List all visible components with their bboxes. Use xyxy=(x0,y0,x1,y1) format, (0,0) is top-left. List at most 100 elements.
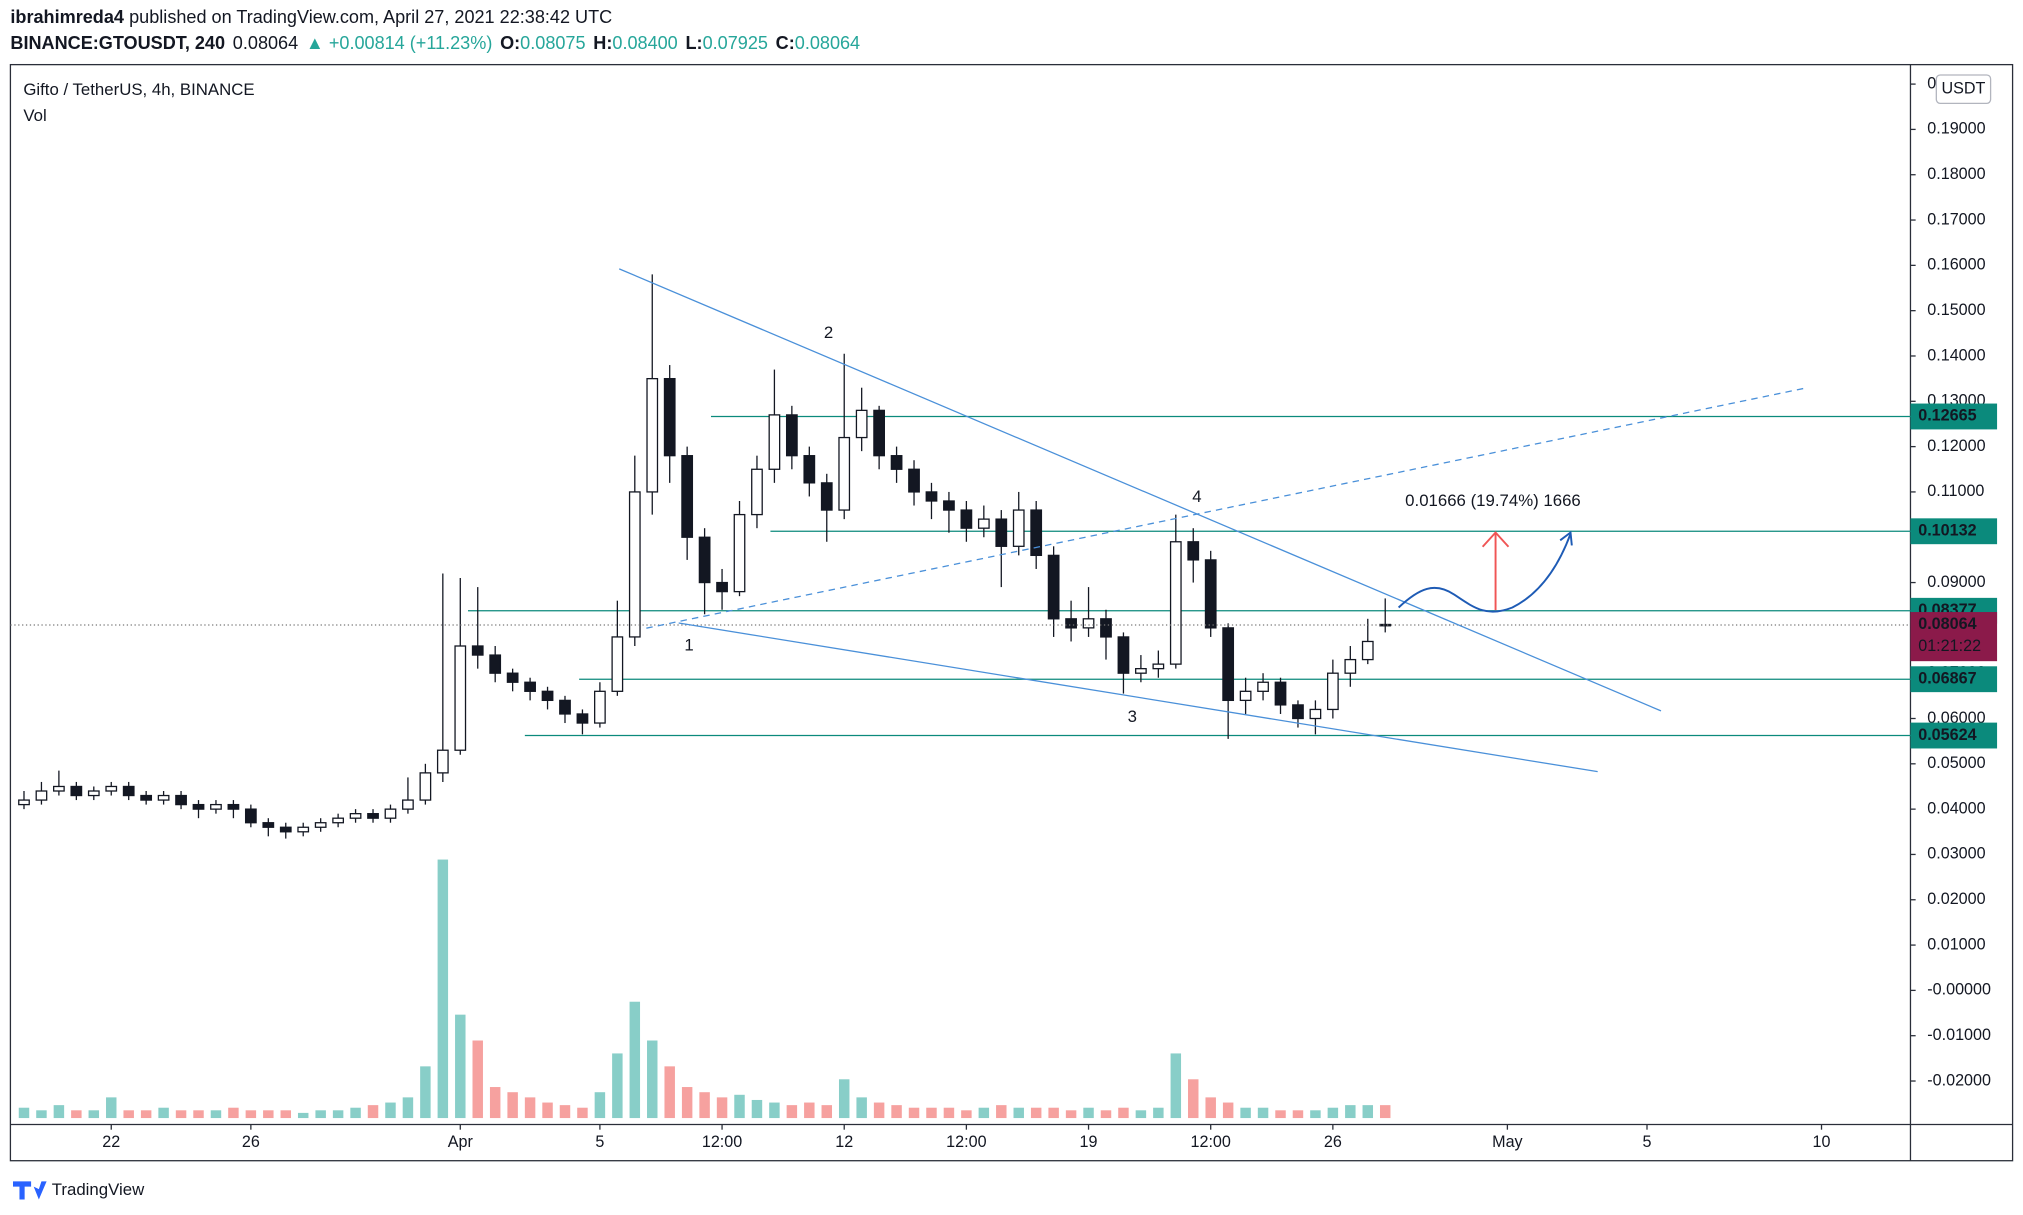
price-level-box xyxy=(1910,722,1998,749)
candle xyxy=(524,677,536,701)
y-tick-label: 0.01000 xyxy=(1927,935,1985,953)
candle xyxy=(70,781,83,801)
candle-body xyxy=(681,455,694,538)
candle xyxy=(1187,528,1200,583)
volume-bar xyxy=(1327,1107,1339,1119)
candle-body xyxy=(18,799,30,806)
volume-bar xyxy=(838,1079,850,1119)
last-price-box xyxy=(1910,612,1998,662)
candle-body xyxy=(716,581,728,593)
candle xyxy=(838,353,851,520)
candle xyxy=(262,818,275,837)
volume-bar xyxy=(1100,1110,1112,1119)
candle-body xyxy=(454,645,467,751)
c-label: C: xyxy=(776,33,795,53)
y-tick-label: 0.14000 xyxy=(1927,346,1985,364)
volume-bar xyxy=(1065,1110,1077,1119)
candle xyxy=(349,809,362,823)
candle xyxy=(140,791,153,805)
candle xyxy=(855,387,868,452)
candle-body xyxy=(1065,618,1077,629)
candle xyxy=(716,568,728,610)
dashed-trendline xyxy=(646,387,1808,629)
volume-bar xyxy=(647,1040,658,1119)
volume-bar xyxy=(1188,1079,1199,1119)
y-tick-label: 0.02000 xyxy=(1927,890,1985,908)
candle-body xyxy=(297,826,310,833)
volume-bar xyxy=(350,1107,361,1119)
candle xyxy=(768,369,781,483)
y-tick-label: 0.05000 xyxy=(1927,754,1985,772)
volume-bar xyxy=(332,1110,344,1119)
wave-label: 2 xyxy=(824,323,833,342)
x-tick-label: 12 xyxy=(835,1133,853,1151)
volume-bar xyxy=(1170,1053,1182,1119)
candle xyxy=(157,791,170,805)
candle-body xyxy=(122,785,135,797)
published: published on TradingView.com, April 27, … xyxy=(129,7,612,27)
candle-body xyxy=(803,455,816,484)
price-level-box xyxy=(1910,666,1998,693)
wave-label: 3 xyxy=(1128,707,1137,726)
y-tick-label: -0.00000 xyxy=(1927,981,1991,999)
candle xyxy=(908,460,920,506)
candle-body xyxy=(855,409,868,439)
candle-body xyxy=(663,377,676,457)
volume-bar xyxy=(18,1107,30,1119)
currency[interactable]: USDT xyxy=(1941,79,1985,97)
y-tick-label: 0.16000 xyxy=(1927,256,1985,274)
l: 0.07925 xyxy=(703,33,768,53)
volume-bar xyxy=(821,1105,833,1119)
candle-body xyxy=(751,468,763,516)
candle xyxy=(1204,550,1217,637)
candle xyxy=(1047,546,1060,637)
y-tick-label: 0.18000 xyxy=(1927,165,1985,183)
candle-body xyxy=(262,822,275,828)
volume-label: Vol xyxy=(23,106,46,125)
candle-body xyxy=(960,509,973,529)
o: 0.08075 xyxy=(520,33,585,53)
candle-body xyxy=(1030,509,1043,557)
candle-body xyxy=(524,681,536,692)
candle-body xyxy=(646,377,659,493)
candle xyxy=(681,446,694,560)
volume-bar xyxy=(315,1110,326,1119)
candle xyxy=(1065,600,1077,642)
candle-body xyxy=(471,645,484,656)
wave-label: 1 xyxy=(684,636,693,655)
candle xyxy=(35,781,48,805)
candle xyxy=(541,686,554,710)
change: ▲ +0.00814 (+11.23%) xyxy=(306,33,492,53)
volume-bar xyxy=(437,859,449,1119)
candle-body xyxy=(35,790,48,801)
frame xyxy=(9,63,2014,1162)
candle-body xyxy=(489,654,502,674)
price-level-box xyxy=(1910,518,1998,545)
currency-box[interactable] xyxy=(1935,74,1992,105)
volume-bar xyxy=(542,1102,553,1119)
candle-body xyxy=(820,482,833,511)
x-tick-label: 26 xyxy=(242,1133,260,1151)
candle xyxy=(1169,514,1182,669)
measure-label: 0.01666 (19.74%) 1666 xyxy=(1405,491,1581,510)
candle-body xyxy=(1361,640,1374,661)
candle xyxy=(471,587,484,669)
candle-body xyxy=(733,513,746,593)
symbol-line: BINANCE:GTOUSDT, 240 0.08064 ▲ +0.00814 (+… xyxy=(10,33,860,53)
candle xyxy=(384,804,397,823)
candle-body xyxy=(384,808,397,819)
x-tick-label: May xyxy=(1492,1133,1523,1151)
volume-bar xyxy=(524,1097,536,1119)
candle xyxy=(890,446,903,483)
volume-bar xyxy=(978,1107,990,1119)
y-tick-label: 0.15000 xyxy=(1927,301,1985,319)
volume-bar xyxy=(489,1087,501,1119)
c: 0.08064 xyxy=(795,33,860,53)
x-tick-label: 12:00 xyxy=(1191,1133,1231,1151)
candle xyxy=(53,770,65,796)
candle-body xyxy=(1117,636,1130,674)
volume-bar xyxy=(140,1110,152,1119)
candle xyxy=(1344,645,1357,687)
candle-body xyxy=(349,813,362,819)
candle-body xyxy=(1169,541,1182,665)
